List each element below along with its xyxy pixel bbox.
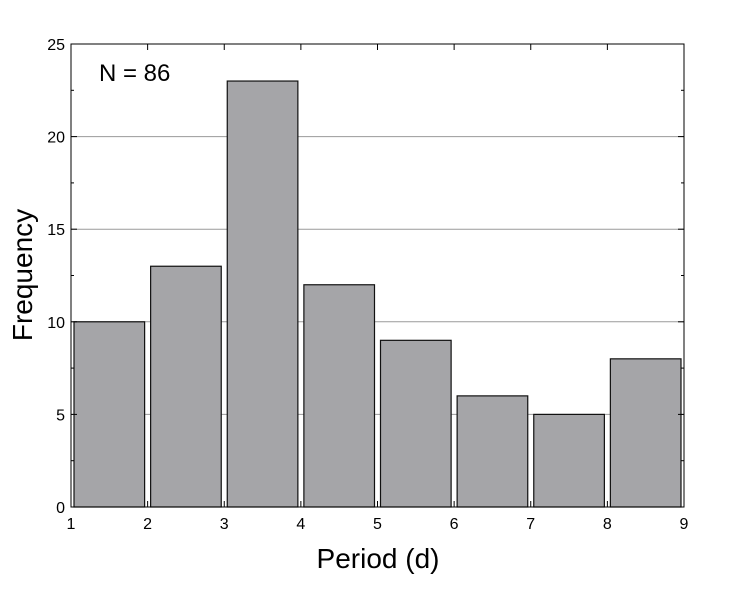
y-tick-label-15: 15	[47, 222, 65, 239]
axis-ticks	[70, 43, 685, 508]
x-tick-label-3: 3	[220, 516, 229, 533]
bar-6-7	[456, 395, 529, 508]
sample-size-annotation: N = 86	[99, 60, 170, 87]
y-tick-label-0: 0	[56, 500, 65, 517]
x-tick-label-4: 4	[296, 516, 305, 533]
bar-5-6	[379, 339, 452, 508]
bar-7-8	[533, 413, 605, 508]
histogram-bars	[73, 80, 682, 508]
bar-8-9	[609, 358, 682, 508]
y-tick-labels: 0 5 10 15 20 25	[47, 37, 65, 517]
y-axis-title: Frequency	[7, 209, 38, 341]
y-tick-label-10: 10	[47, 315, 65, 332]
bar-2-3	[150, 265, 222, 508]
x-tick-label-6: 6	[450, 516, 459, 533]
x-tick-label-5: 5	[373, 516, 382, 533]
y-tick-label-5: 5	[56, 407, 65, 424]
x-tick-label-1: 1	[67, 516, 76, 533]
bar-1-2	[73, 321, 146, 508]
x-tick-label-8: 8	[603, 516, 612, 533]
x-axis-title: Period (d)	[317, 543, 440, 574]
x-tick-label-9: 9	[680, 516, 689, 533]
x-tick-label-2: 2	[143, 516, 152, 533]
y-tick-label-25: 25	[47, 37, 65, 54]
y-tick-label-20: 20	[47, 130, 65, 147]
bar-3-4	[226, 80, 299, 508]
x-tick-label-7: 7	[526, 516, 535, 533]
x-tick-labels: 1 2 3 4 5 6 7 8 9	[67, 516, 689, 533]
bar-4-5	[303, 284, 376, 508]
